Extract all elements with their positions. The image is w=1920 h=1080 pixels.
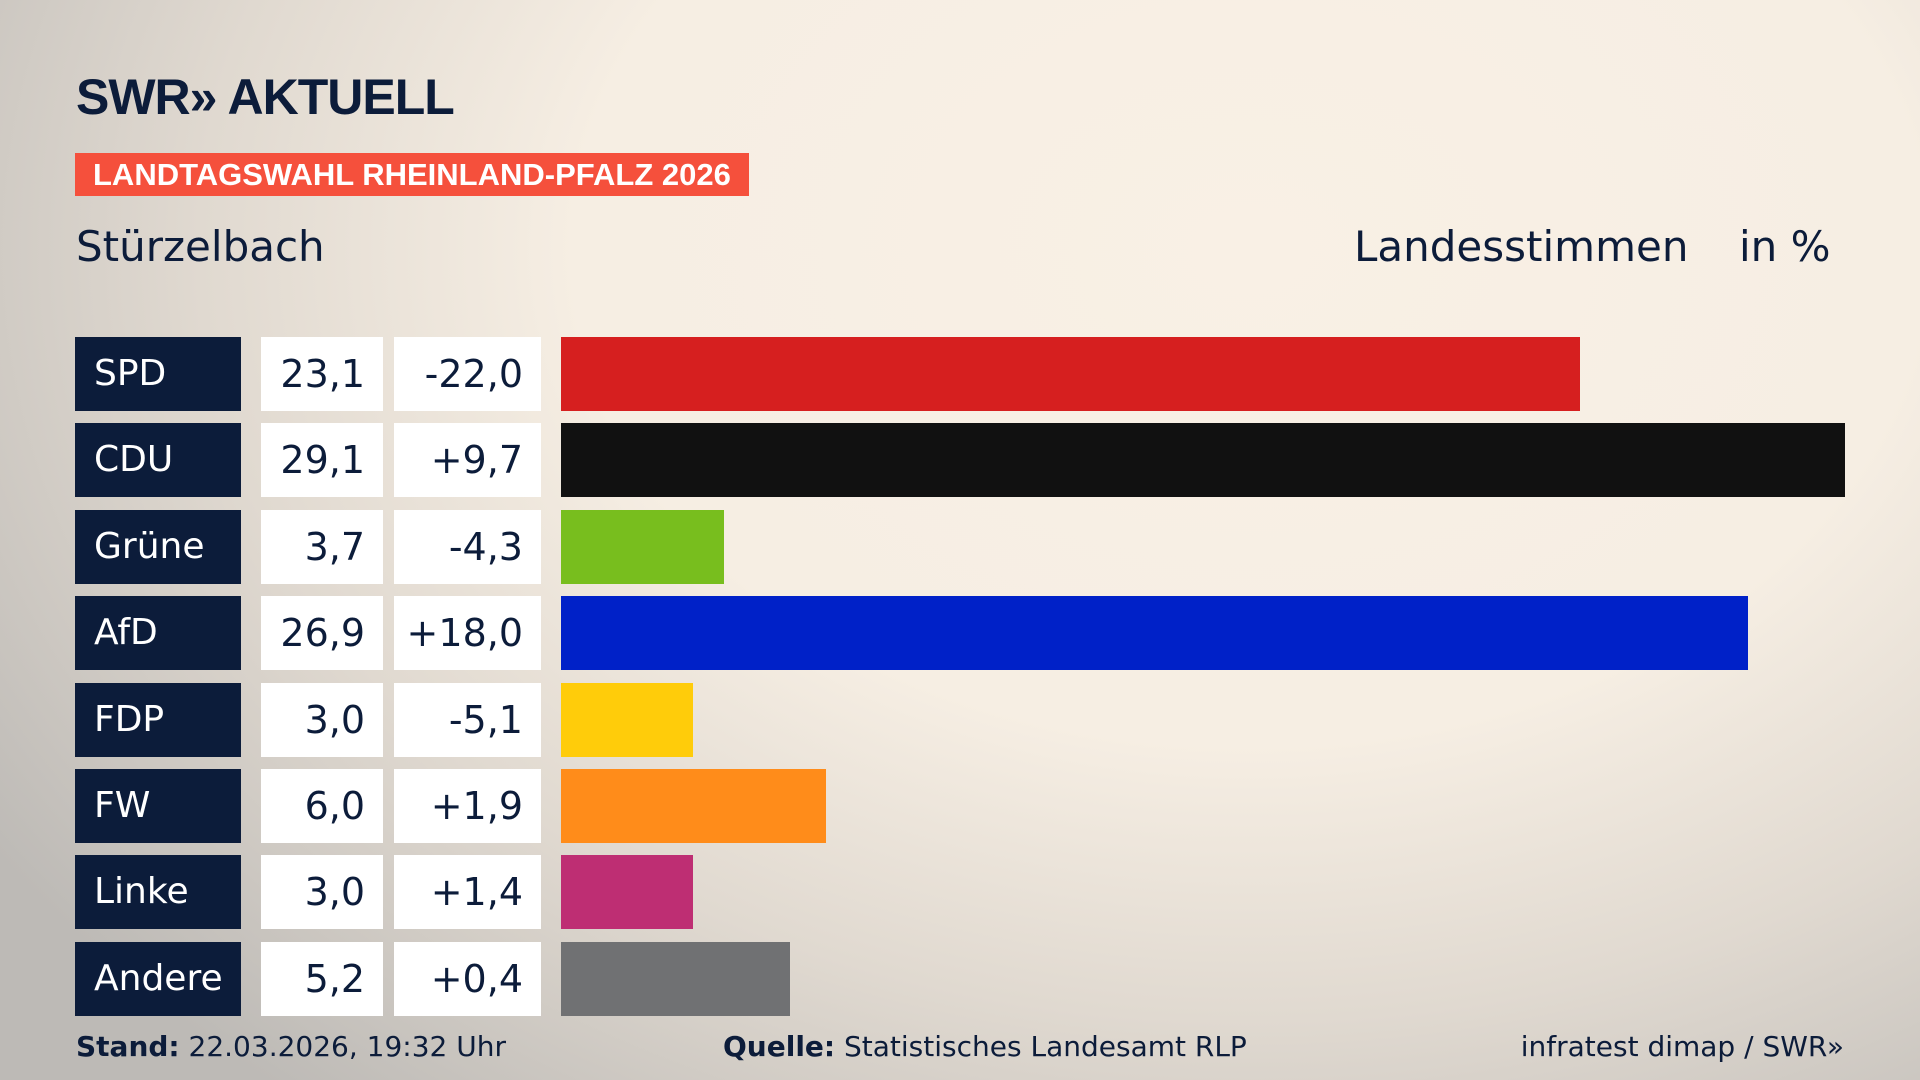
party-label: AfD [75,596,241,671]
value-label: 23,1 [261,337,383,411]
place-title: Stürzelbach [76,222,325,271]
result-row: FDP 3,0 -5,1 [0,682,1920,757]
value-label: 3,0 [261,855,383,930]
value-label: 26,9 [261,596,383,671]
source-info: Quelle: Statistisches Landesamt RLP [723,1030,1247,1063]
swr-aktuell-logo: SWR» AKTUELL [76,69,455,125]
result-row: FW 6,0 +1,9 [0,769,1920,843]
diff-label: +18,0 [394,596,541,671]
value-label: 29,1 [261,423,383,498]
stand-info: Stand: 22.03.2026, 19:32 Uhr [76,1030,506,1063]
value-label: 6,0 [261,769,383,843]
party-label: FW [75,769,241,843]
diff-label: -4,3 [394,509,541,584]
source-value: Statistisches Landesamt RLP [844,1030,1247,1063]
result-row: AfD 26,9 +18,0 [0,596,1920,671]
diff-label: +0,4 [394,941,541,1016]
diff-label: +1,9 [394,769,541,843]
bar-linke [561,855,694,930]
credit: infratest dimap / SWR» [1520,1030,1844,1063]
bar-spd [561,337,1581,411]
party-label: Linke [75,855,241,930]
diff-label: +1,4 [394,855,541,930]
bar-afd [561,596,1748,671]
stand-value: 22.03.2026, 19:32 Uhr [188,1030,506,1063]
measure-label: Landesstimmen [1354,222,1689,271]
result-row: CDU 29,1 +9,7 [0,423,1920,498]
diff-label: +9,7 [394,423,541,498]
bar-fdp [561,682,694,757]
bar-cdu [561,423,1845,498]
value-label: 3,0 [261,682,383,757]
value-label: 3,7 [261,509,383,584]
election-banner: LANDTAGSWAHL RHEINLAND-PFALZ 2026 [75,153,749,196]
result-row: SPD 23,1 -22,0 [0,337,1920,411]
bar-grüne [561,509,725,584]
bar-andere [561,941,791,1016]
unit-label: in % [1739,222,1831,271]
party-label: Grüne [75,509,241,584]
result-row: Andere 5,2 +0,4 [0,941,1920,1016]
value-label: 5,2 [261,941,383,1016]
result-row: Grüne 3,7 -4,3 [0,509,1920,584]
party-label: Andere [75,941,241,1016]
result-row: Linke 3,0 +1,4 [0,855,1920,930]
source-label: Quelle: [723,1030,836,1063]
party-label: CDU [75,423,241,498]
bar-fw [561,769,826,843]
party-label: FDP [75,682,241,757]
party-label: SPD [75,337,241,411]
stand-label: Stand: [76,1030,180,1063]
diff-label: -5,1 [394,682,541,757]
diff-label: -22,0 [394,337,541,411]
